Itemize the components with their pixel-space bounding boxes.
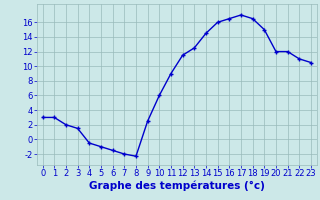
X-axis label: Graphe des températures (°c): Graphe des températures (°c) [89,181,265,191]
